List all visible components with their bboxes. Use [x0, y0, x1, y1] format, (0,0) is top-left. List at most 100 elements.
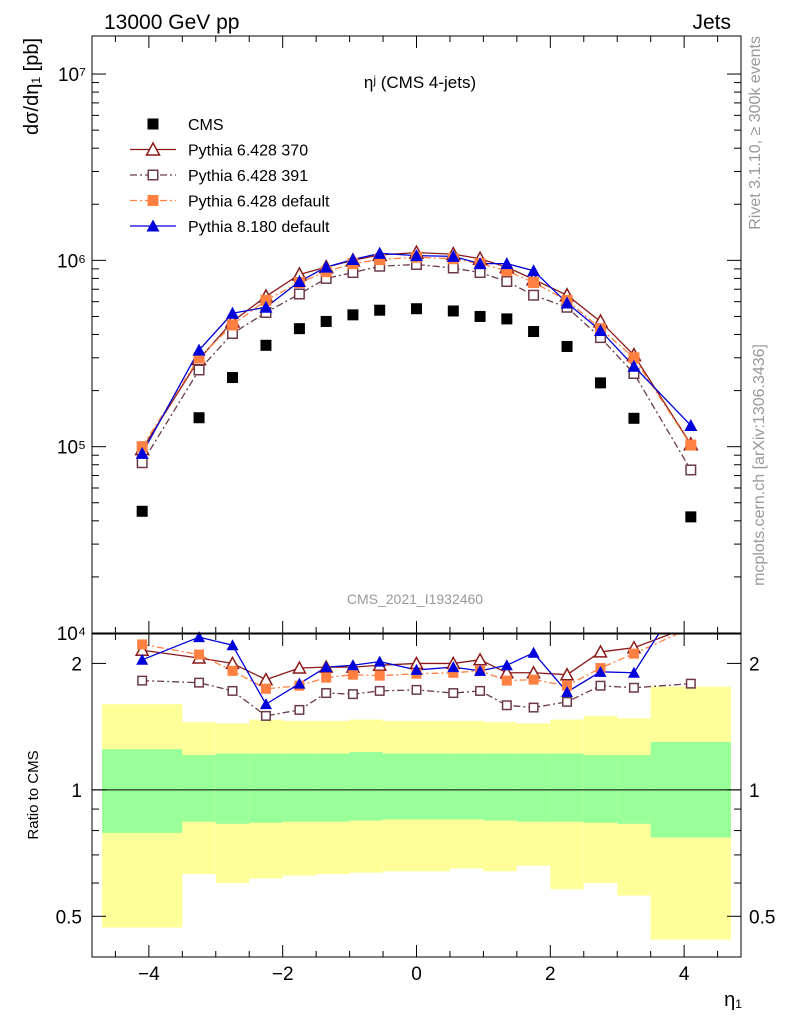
y-tick-label: 10⁵ — [57, 438, 86, 459]
green-band — [282, 753, 317, 822]
point-pythia-8-180-default — [446, 249, 460, 262]
ratio-point-pythia-6-428-default — [137, 639, 148, 650]
ratio-point-pythia-6-428-default — [374, 670, 385, 681]
ratio-point-pythia-8-180-default — [627, 666, 640, 678]
point-pythia-6-428-default — [628, 352, 640, 364]
point-cms — [561, 340, 573, 352]
green-band — [316, 753, 350, 822]
ratio-point-pythia-6-428-370 — [292, 660, 307, 674]
ratio-point-pythia-6-428-391 — [137, 675, 148, 686]
x-tick-label: −4 — [138, 964, 160, 985]
ratio-point-pythia-6-428-default — [448, 667, 459, 678]
ratio-point-pythia-6-428-391 — [321, 688, 332, 699]
ratio-point-pythia-8-180-default — [226, 639, 239, 651]
ratio-point-pythia-6-428-370 — [472, 652, 488, 666]
ratio-point-pythia-6-428-391 — [227, 685, 238, 696]
ratio-y-tick-label-right: 0.5 — [749, 907, 775, 928]
ratio-point-pythia-6-428-370 — [593, 644, 608, 658]
ratio-point-pythia-6-428-391 — [475, 685, 486, 696]
green-band — [516, 753, 551, 822]
point-pythia-6-428-391 — [447, 262, 459, 274]
x-tick-label: 0 — [411, 964, 422, 985]
point-pythia-6-428-default — [685, 439, 697, 451]
ratio-point-pythia-6-428-default — [321, 672, 332, 683]
axis-ticks: −4 −2 0 2 4 10⁴ 10⁵ 10⁶ 10⁷ 0.5 0.5 1 1 2 2 — [56, 36, 775, 985]
legend-marker-pythia-8-180-default — [146, 219, 160, 232]
point-pythia-6-428-default — [136, 441, 148, 453]
point-pythia-6-428-391 — [136, 457, 148, 469]
legend-marker-pythia-6-428-default — [147, 195, 159, 206]
ratio-point-pythia-6-428-391 — [448, 688, 459, 699]
point-pythia-8-180-default — [292, 275, 306, 288]
x-axis-label: η₁ — [724, 989, 742, 1011]
x-tick-label: −2 — [272, 964, 294, 985]
point-pythia-8-180-default — [373, 246, 387, 259]
ratio-point-pythia-6-428-391 — [562, 696, 573, 707]
ratio-point-pythia-6-428-391 — [528, 702, 539, 713]
ratio-y-tick-label-right: 1 — [749, 781, 760, 802]
ratio-point-pythia-8-180-default — [320, 661, 333, 673]
point-pythia-8-180-default — [319, 260, 333, 273]
ratio-point-pythia-8-180-default — [410, 663, 423, 675]
point-pythia-6-428-391 — [501, 276, 513, 288]
point-pythia-8-180-default — [135, 446, 149, 459]
point-cms — [501, 313, 513, 325]
line-pythia-6-428-default — [141, 256, 692, 448]
series-markers — [134, 244, 699, 721]
point-cms — [193, 412, 205, 424]
ratio-point-pythia-6-428-default — [501, 675, 512, 686]
point-cms — [136, 505, 148, 517]
point-cms — [685, 511, 697, 523]
ratio-point-pythia-6-428-391 — [501, 700, 512, 711]
ratio-point-pythia-6-428-391 — [411, 684, 422, 695]
x-tick-label: 4 — [679, 964, 690, 985]
ratio-point-pythia-8-180-default — [259, 698, 272, 710]
point-cms — [260, 339, 272, 351]
legend-label-pythia-6-428-370: Pythia 6.428 370 — [188, 143, 308, 160]
point-cms — [374, 304, 386, 316]
point-pythia-8-180-default — [627, 359, 641, 372]
legend-label-pythia-6-428-default: Pythia 6.428 default — [188, 194, 330, 211]
point-pythia-6-428-391 — [293, 288, 305, 300]
ratio-point-pythia-6-428-370 — [559, 667, 575, 681]
point-cms — [528, 326, 540, 338]
ratio-point-pythia-8-180-default — [561, 685, 574, 697]
point-cms — [320, 315, 332, 327]
point-pythia-6-428-default — [528, 277, 540, 289]
legend-label-pythia-6-428-391: Pythia 6.428 391 — [188, 168, 308, 185]
green-band — [249, 753, 283, 823]
ratio-point-pythia-6-428-default — [528, 674, 539, 685]
point-cms — [411, 303, 422, 315]
point-pythia-6-428-default — [501, 265, 513, 277]
ratio-y-axis-label: Ratio to CMS — [25, 750, 42, 839]
header-right: Jets — [692, 11, 731, 34]
ratio-point-pythia-6-428-default — [227, 665, 238, 676]
mcplots-label: mcplots.cern.ch [arXiv:1306.3436] — [751, 344, 768, 586]
ratio-y-tick-label-left: 2 — [71, 654, 82, 675]
legend-marker-pythia-6-428-391 — [147, 169, 159, 181]
rivet-label: Rivet 3.1.10, ≥ 300k events — [747, 36, 764, 230]
ratio-point-pythia-6-428-391 — [194, 677, 205, 688]
ratio-point-pythia-8-180-default — [447, 661, 460, 673]
ratio-y-tick-label-right: 2 — [749, 654, 760, 675]
legend-label-pythia-8-180-default: Pythia 8.180 default — [188, 219, 330, 236]
ratio-point-pythia-6-428-370 — [258, 672, 274, 686]
point-pythia-6-428-default — [374, 254, 386, 266]
legend-label-cms: CMS — [188, 117, 224, 134]
ratio-point-pythia-6-428-391 — [294, 704, 305, 715]
point-pythia-8-180-default — [560, 296, 574, 309]
green-band — [583, 755, 618, 823]
point-cms — [474, 310, 486, 322]
ratio-point-pythia-6-428-default — [194, 649, 205, 660]
ratio-point-pythia-6-428-391 — [260, 710, 271, 721]
y-axis-label: dσ/dη₁ [pb] — [21, 38, 43, 135]
legend: CMS Pythia 6.428 370 Pythia 6.428 391 Pythi… — [130, 117, 330, 236]
green-band — [102, 749, 183, 833]
point-pythia-8-180-default — [226, 306, 240, 319]
ratio-point-pythia-6-428-391 — [374, 685, 385, 696]
ratio-point-pythia-6-428-391 — [347, 689, 358, 700]
legend-marker-cms — [147, 118, 159, 130]
ratio-point-pythia-6-428-default — [347, 669, 358, 680]
ratio-point-pythia-8-180-default — [193, 631, 206, 643]
